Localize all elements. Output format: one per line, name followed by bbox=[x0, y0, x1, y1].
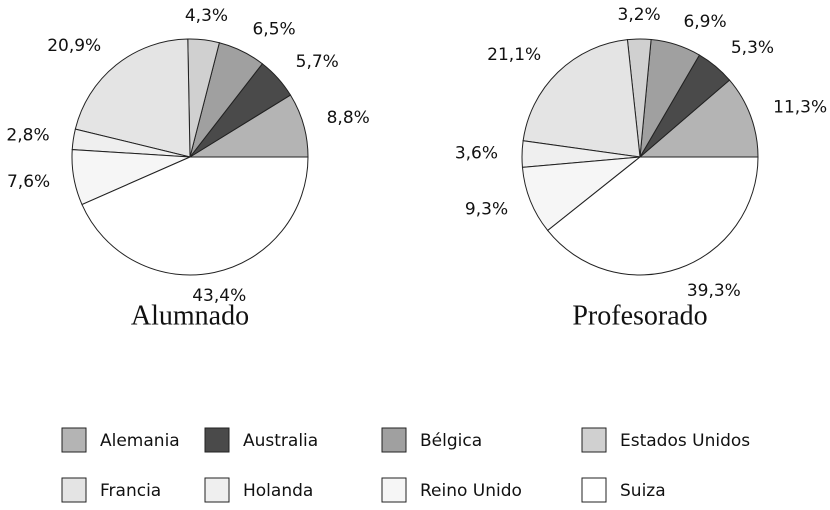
slice-label: 9,3% bbox=[465, 200, 508, 220]
slice-label: 4,3% bbox=[185, 6, 228, 26]
legend-swatch bbox=[61, 477, 87, 503]
slice-label: 11,3% bbox=[773, 98, 827, 118]
pie-slice bbox=[638, 79, 759, 158]
legend-swatch bbox=[204, 477, 230, 503]
slice-label: 6,9% bbox=[683, 12, 726, 32]
slice-label: 21,1% bbox=[487, 45, 541, 65]
legend-label: Alemania bbox=[100, 431, 180, 451]
legend-swatch bbox=[581, 427, 607, 453]
legend-label: Bélgica bbox=[420, 431, 482, 451]
legend-swatch bbox=[204, 427, 230, 453]
slice-label: 5,3% bbox=[731, 38, 774, 58]
pie-title: Profesorado bbox=[572, 300, 707, 331]
slice-label: 43,4% bbox=[192, 286, 246, 306]
legend-swatch bbox=[381, 427, 407, 453]
legend-label: Reino Unido bbox=[420, 481, 522, 501]
slice-label: 2,8% bbox=[6, 126, 49, 146]
slice-label: 3,6% bbox=[455, 143, 498, 163]
legend-label: Francia bbox=[100, 481, 161, 501]
legend-label: Australia bbox=[243, 431, 318, 451]
pie-slice bbox=[81, 156, 309, 276]
pie-slice bbox=[522, 39, 641, 158]
slice-label: 6,5% bbox=[252, 19, 295, 39]
legend-label: Estados Unidos bbox=[620, 431, 750, 451]
pie-title: Alumnado bbox=[131, 300, 249, 331]
slice-label: 20,9% bbox=[47, 36, 101, 56]
legend-label: Holanda bbox=[243, 481, 313, 501]
legend-swatch bbox=[581, 477, 607, 503]
slice-label: 3,2% bbox=[618, 5, 661, 25]
pie-slice bbox=[74, 38, 191, 158]
legend-label: Suiza bbox=[620, 481, 666, 501]
slice-label: 8,8% bbox=[327, 108, 370, 128]
pie-slice bbox=[546, 156, 759, 276]
slice-label: 39,3% bbox=[687, 281, 741, 301]
slice-label: 5,7% bbox=[296, 52, 339, 72]
legend-swatch bbox=[381, 477, 407, 503]
slice-label: 7,6% bbox=[7, 172, 50, 192]
legend-swatch bbox=[61, 427, 87, 453]
